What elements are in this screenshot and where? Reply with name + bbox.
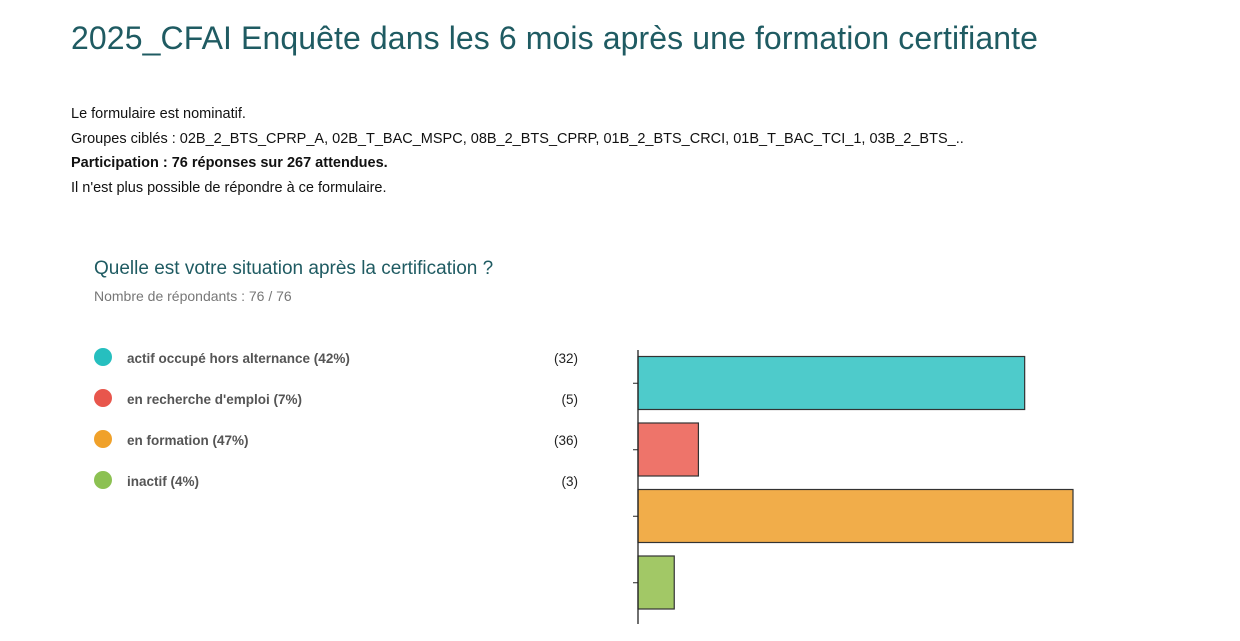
nominative-notice: Le formulaire est nominatif. <box>71 106 246 122</box>
bar-1 <box>637 422 700 477</box>
legend-label: inactif (4%) <box>127 474 200 489</box>
bar-2 <box>637 488 1074 544</box>
page-title: 2025_CFAI Enquête dans les 6 mois après … <box>71 20 1039 56</box>
question-header: Quelle est votre situation après la cert… <box>94 258 493 304</box>
legend-item: en recherche d'emploi (7%) (5) <box>94 387 584 428</box>
form-info: Le formulaire est nominatif. Groupes cib… <box>71 102 964 200</box>
legend-count: (36) <box>553 433 578 448</box>
participation-summary: Participation : 76 réponses sur 267 atte… <box>71 155 388 171</box>
bar-3 <box>637 555 675 610</box>
legend-item: en formation (47%) (36) <box>94 428 584 469</box>
question-title: Quelle est votre situation après la cert… <box>94 258 494 279</box>
legend-count: (5) <box>561 392 579 407</box>
legend-dot-icon <box>94 430 112 448</box>
chart-legend: actif occupé hors alternance (42%) (32) … <box>94 346 584 510</box>
legend-label: en recherche d'emploi (7%) <box>127 392 303 407</box>
legend-count: (3) <box>561 474 579 489</box>
legend-item: actif occupé hors alternance (42%) (32) <box>94 346 584 387</box>
bar-chart <box>633 350 1074 624</box>
target-groups: Groupes ciblés : 02B_2_BTS_CPRP_A, 02B_T… <box>71 130 964 147</box>
closed-notice: Il n'est plus possible de répondre à ce … <box>71 179 387 196</box>
bar-0 <box>637 355 1026 411</box>
legend-dot-icon <box>94 389 112 407</box>
legend-label: actif occupé hors alternance (42%) <box>127 351 350 366</box>
legend-dot-icon <box>94 348 112 366</box>
legend-label: en formation (47%) <box>127 433 249 448</box>
legend-item: inactif (4%) (3) <box>94 469 584 510</box>
respondents-count: Nombre de répondants : 76 / 76 <box>94 288 292 304</box>
legend-dot-icon <box>94 471 112 489</box>
legend-count: (32) <box>553 351 578 366</box>
